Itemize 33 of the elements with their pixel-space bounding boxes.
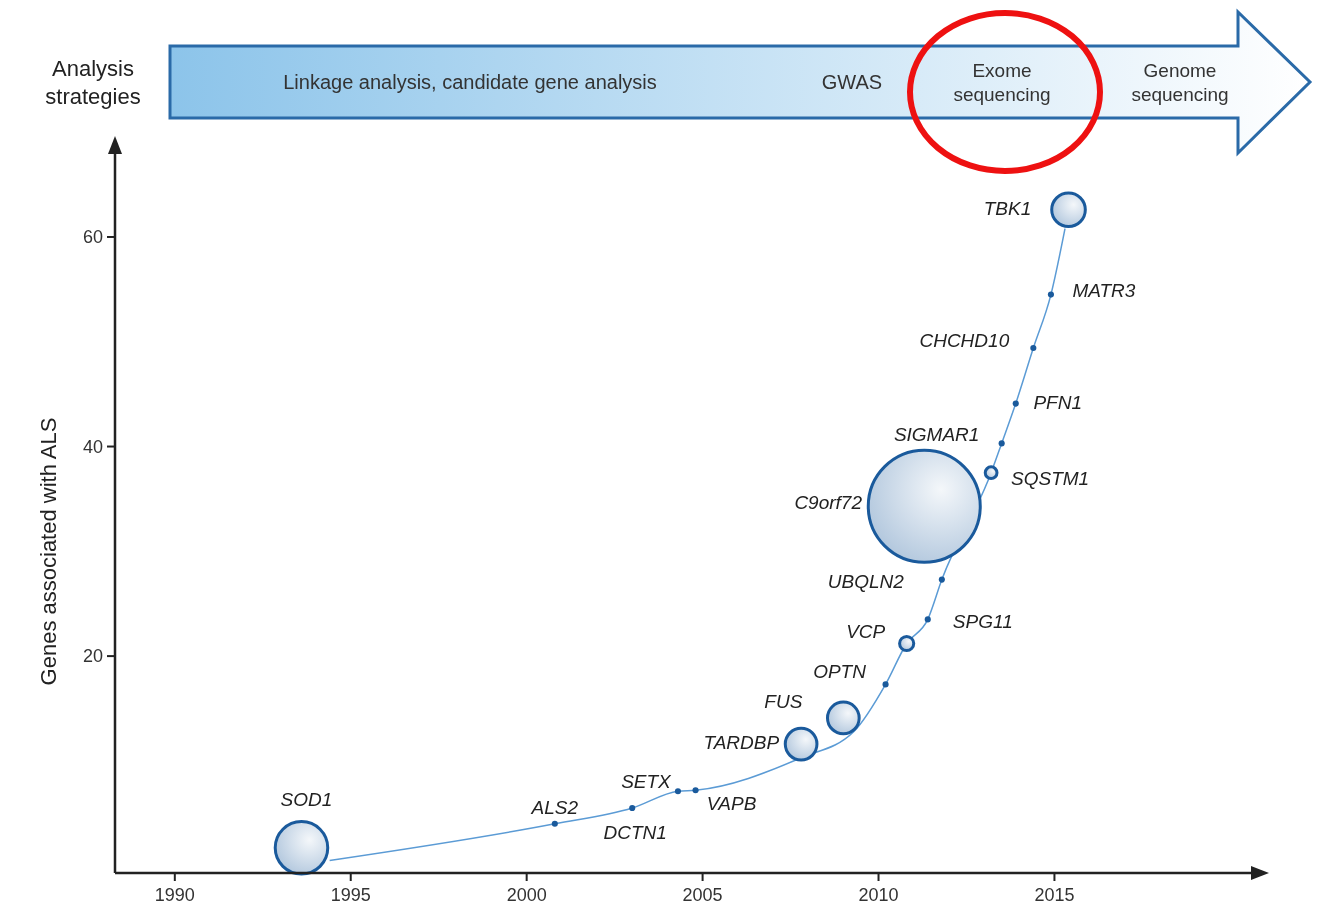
annotation: DCTN1 [603,821,667,843]
annotation: ALS2 [530,797,579,819]
text: Genome sequencing [1131,59,1229,105]
text: GWAS [821,71,883,93]
text: Exome sequencing [953,59,1051,105]
annotation: FUS [764,691,803,713]
annotation: SQSTM1 [1011,468,1090,490]
annotation: VCP [846,621,886,643]
x-tick-label: 2010 [858,885,899,905]
y-axis-title: Genes associated with ALS [35,417,61,686]
annotation: CHCHD10 [919,329,1010,351]
x-tick-label: 2000 [506,885,547,905]
annotation: SPG11 [952,610,1013,632]
annotation: SIGMAR1 [893,423,980,445]
annotation: TBK1 [983,198,1032,220]
x-tick-label: 1995 [330,885,371,905]
annotation: C9orf72 [794,491,863,513]
annotation: PFN1 [1033,392,1083,414]
annotation: TARDBP [703,731,780,753]
annotation: MATR3 [1072,280,1136,302]
annotation: OPTN [813,660,867,682]
y-tick-label: 20 [82,646,103,667]
text: Linkage analysis, candidate gene analysis [283,71,657,93]
annotation: SETX [621,770,673,792]
x-tick-label: 2005 [682,885,723,905]
text: Analysis strategies [45,55,141,109]
annotation: SOD1 [280,789,333,811]
annotation: VAPB [706,792,757,814]
annotation: UBQLN2 [827,571,905,593]
y-tick-label: 40 [82,436,103,457]
y-tick-label: 60 [82,226,103,247]
x-tick-label: 1990 [154,885,195,905]
x-tick-label: 2015 [1034,885,1075,905]
